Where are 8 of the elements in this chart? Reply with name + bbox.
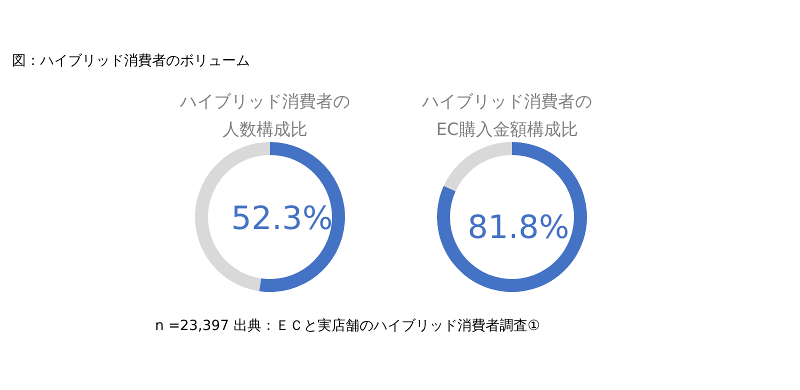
data-label: 81.8% xyxy=(468,208,570,246)
text: n =23,397 出典：ＥＣと実店舗のハイブリッド消費者調査① xyxy=(155,317,540,335)
donut-slice xyxy=(444,142,512,192)
data-label: 52.3% xyxy=(231,198,333,237)
text: 図：ハイブリッド消費者のボリューム xyxy=(12,52,250,70)
chart-title: ハイブリッド消費者の人数構成比 xyxy=(179,91,351,142)
donut-slice xyxy=(437,142,587,292)
chart-title: ハイブリッド消費者のEC購入金額構成比 xyxy=(421,91,593,142)
